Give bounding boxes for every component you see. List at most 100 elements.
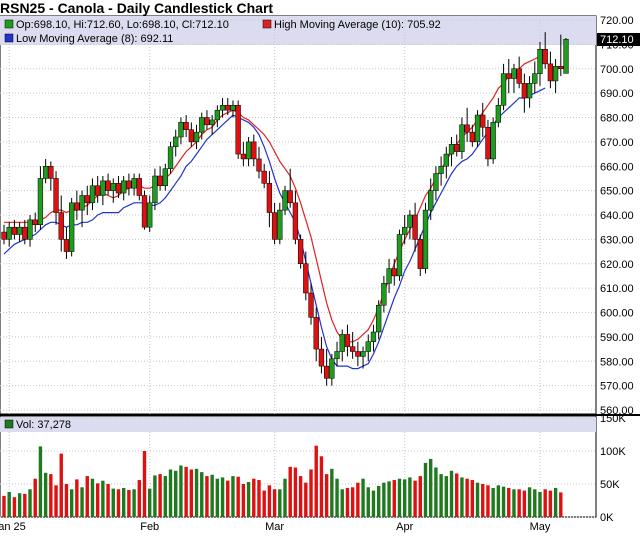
candle-body bbox=[105, 180, 111, 191]
volume-bar bbox=[116, 489, 121, 517]
candle-body bbox=[495, 105, 502, 123]
volume-bar bbox=[330, 468, 334, 517]
price-tick-label: 630.00 bbox=[600, 234, 634, 246]
candle-body bbox=[95, 185, 101, 196]
volume-bar bbox=[512, 489, 516, 517]
price-tick-label: 620.00 bbox=[600, 259, 634, 271]
candle-body bbox=[292, 202, 299, 240]
volume-bar bbox=[54, 485, 58, 517]
candle-body bbox=[516, 68, 522, 84]
candle-body bbox=[386, 268, 392, 284]
candle-body bbox=[370, 331, 377, 342]
candle-body bbox=[277, 209, 283, 240]
volume-bar bbox=[64, 484, 69, 517]
candle-body bbox=[474, 114, 481, 143]
high-ma-legend-swatch bbox=[262, 19, 272, 29]
volume-bar bbox=[486, 485, 490, 517]
volume-bar bbox=[345, 487, 350, 517]
volume-bar bbox=[335, 478, 339, 517]
candle-body bbox=[42, 166, 49, 179]
volume-bar bbox=[548, 490, 553, 517]
volume-bar bbox=[153, 475, 157, 517]
candle-body bbox=[433, 173, 439, 191]
volume-bar bbox=[23, 493, 27, 517]
candle-body bbox=[454, 144, 460, 152]
candle-body bbox=[11, 226, 18, 235]
volume-bar bbox=[28, 489, 32, 517]
volume-bar bbox=[309, 469, 313, 517]
volume-bar bbox=[304, 482, 308, 517]
candle-body bbox=[167, 146, 174, 169]
volume-bar bbox=[241, 484, 246, 517]
candle-body bbox=[126, 180, 132, 189]
volume-bar bbox=[220, 477, 225, 517]
candle-body bbox=[261, 170, 267, 184]
volume-bar bbox=[481, 484, 485, 517]
last-price-label: 712.10 bbox=[600, 34, 634, 46]
candle-body bbox=[396, 234, 403, 277]
candle-body bbox=[500, 73, 507, 106]
volume-bar bbox=[210, 474, 214, 517]
candle-body bbox=[193, 131, 200, 143]
candles bbox=[1, 32, 569, 386]
volume-bar bbox=[69, 489, 74, 517]
candle-body bbox=[173, 136, 179, 147]
volume-bar bbox=[267, 485, 272, 517]
volume-bar bbox=[288, 466, 292, 517]
candle-body bbox=[339, 334, 345, 352]
volume-bar bbox=[418, 476, 422, 517]
volume-bar bbox=[408, 477, 412, 517]
candle-body bbox=[266, 183, 273, 213]
candle-body bbox=[256, 158, 262, 172]
candle-body bbox=[547, 63, 554, 82]
volume-bar bbox=[423, 462, 428, 517]
candle-body bbox=[230, 105, 236, 111]
volume-bar bbox=[434, 467, 438, 517]
volume-bar bbox=[205, 476, 209, 517]
candle-body bbox=[100, 180, 106, 196]
candle-body bbox=[297, 239, 304, 264]
candle-body bbox=[141, 195, 148, 228]
candle-body bbox=[27, 219, 33, 240]
candle-body bbox=[204, 117, 210, 126]
volume-bar bbox=[262, 490, 266, 517]
volume-bar bbox=[376, 485, 381, 517]
price-tick-label: 570.00 bbox=[600, 381, 634, 393]
volume-tick-label: 50K bbox=[600, 479, 620, 491]
x-axis-ticks: Jan 25 Feb Mar Apr May bbox=[0, 20, 551, 533]
candle-body bbox=[22, 226, 28, 240]
candle-body bbox=[115, 183, 122, 194]
candle-body bbox=[443, 153, 449, 167]
x-tick-label: Apr bbox=[396, 521, 413, 533]
ohlc-legend-swatch bbox=[4, 19, 14, 29]
candle-body bbox=[53, 178, 59, 213]
candle-body bbox=[209, 119, 215, 126]
volume-legend-band bbox=[0, 417, 596, 432]
volume-legend-swatch bbox=[4, 419, 14, 429]
volume-bar bbox=[17, 493, 22, 517]
candle-body bbox=[365, 341, 371, 352]
volume-bar bbox=[429, 458, 433, 517]
candle-body bbox=[152, 175, 158, 204]
volume-bar bbox=[43, 472, 48, 517]
volume-bar bbox=[527, 487, 532, 517]
candle-body bbox=[381, 283, 387, 306]
volume-bar bbox=[101, 480, 105, 517]
volume-bar bbox=[12, 497, 17, 517]
price-tick-label: 680.00 bbox=[600, 113, 634, 125]
volume-bar bbox=[215, 478, 220, 517]
candle-body bbox=[542, 49, 548, 65]
candle-body bbox=[469, 131, 475, 143]
candle-body bbox=[308, 292, 314, 318]
volume-bar bbox=[402, 479, 407, 517]
volume-bar bbox=[397, 478, 402, 517]
volume-bar bbox=[475, 482, 480, 517]
volume-bar bbox=[90, 478, 95, 517]
candle-body bbox=[48, 166, 54, 179]
volume-bar bbox=[319, 456, 324, 517]
price-tick-label: 640.00 bbox=[600, 210, 634, 222]
candle-body bbox=[334, 351, 340, 360]
candle-body bbox=[79, 195, 85, 211]
volume-tick-label: 150K bbox=[600, 413, 626, 425]
candle-body bbox=[251, 141, 257, 160]
